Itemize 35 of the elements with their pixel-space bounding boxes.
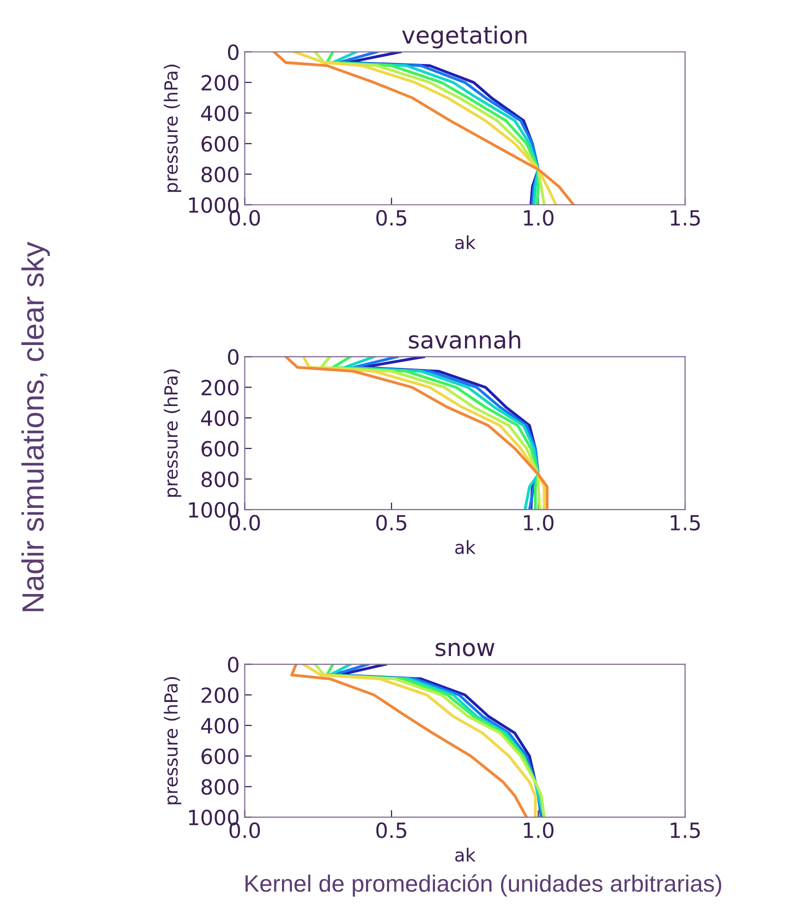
y-tick-label: 200 xyxy=(202,687,238,704)
x-tick-label: 1.0 xyxy=(524,210,554,226)
y-tick-label: 0 xyxy=(228,44,238,60)
y-axis-title: pressure (hPa) xyxy=(164,370,182,497)
y-tick-label: 600 xyxy=(202,136,238,152)
y-tick-label: 800 xyxy=(202,471,238,488)
y-tick-label: 800 xyxy=(202,166,238,182)
y-axis-title: pressure (hPa) xyxy=(164,677,182,804)
y-tick-label: 600 xyxy=(202,440,238,457)
x-axis-title: ak xyxy=(455,848,476,862)
x-tick-label: 0.5 xyxy=(376,514,406,531)
x-axis-title: ak xyxy=(455,540,476,554)
chart-title: savannah xyxy=(408,330,520,349)
text: Kernel de promediación (unidades arbitrarias) xyxy=(246,874,722,897)
x-tick-label: 1.5 xyxy=(670,822,700,838)
y-tick-label: 400 xyxy=(201,105,238,122)
chart-title: vegetation xyxy=(402,26,526,48)
x-tick-label: 1.0 xyxy=(524,514,554,531)
x-axis-title: ak xyxy=(455,235,476,250)
x-tick-label: 1.5 xyxy=(670,515,700,531)
y-tick-label: 400 xyxy=(201,718,238,734)
text: Nadir simulations, clear sky xyxy=(21,242,50,612)
y-tick-label: 200 xyxy=(202,380,238,396)
y-tick-label: 0 xyxy=(228,349,238,365)
y-tick-label: 400 xyxy=(201,410,238,426)
chart-title: snow xyxy=(436,642,494,656)
y-tick-label: 0 xyxy=(228,656,238,673)
y-tick-label: 600 xyxy=(202,748,238,764)
y-axis-title: pressure (hPa) xyxy=(164,64,182,192)
x-tick-label: 1.5 xyxy=(670,210,700,226)
y-tick-label: 200 xyxy=(202,74,238,91)
x-tick-label: 0.5 xyxy=(376,210,406,226)
y-tick-label: 800 xyxy=(202,779,238,795)
x-tick-label: 1.0 xyxy=(524,822,554,838)
x-tick-label: 0.5 xyxy=(376,822,406,838)
